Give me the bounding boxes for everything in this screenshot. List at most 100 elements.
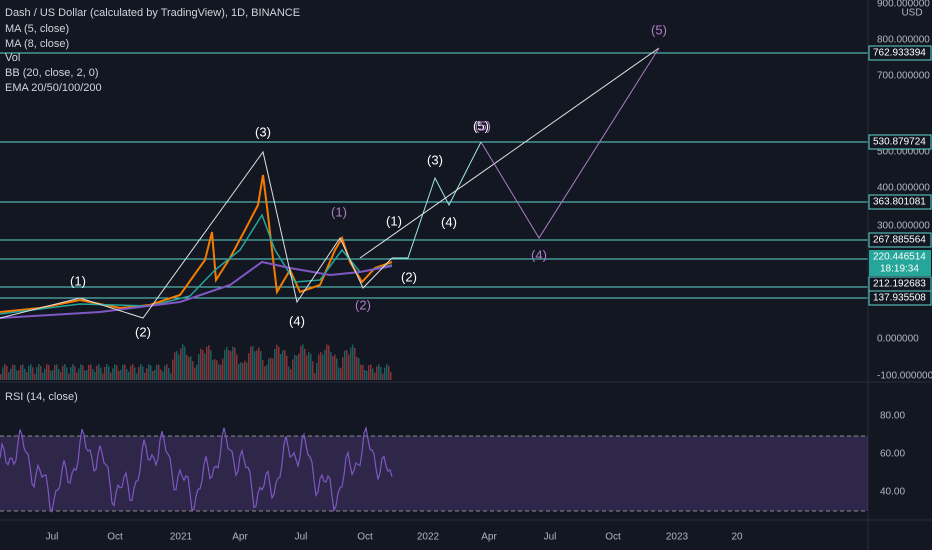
volume-bar: [162, 371, 164, 380]
volume-bar: [62, 365, 64, 380]
volume-bar: [186, 354, 188, 380]
rsi-title: RSI (14, close): [5, 391, 78, 403]
volume-bar: [246, 362, 248, 380]
volume-bar: [70, 367, 72, 380]
volume-bar: [286, 355, 288, 380]
volume-bar: [292, 359, 294, 380]
volume-bar: [44, 368, 46, 380]
time-axis: Jul Oct 2021 Apr Jul Oct 2022 Apr Jul Oct 2023 20: [46, 532, 743, 543]
volume-bar: [316, 362, 318, 380]
volume-bar: [244, 360, 246, 380]
volume-bar: [174, 352, 176, 380]
volume-bar: [306, 355, 308, 380]
wave-label: (1): [386, 213, 402, 228]
volume-bar: [380, 367, 382, 380]
time-label: Apr: [481, 532, 497, 543]
volume-bar: [360, 364, 362, 380]
level-label: 137.935508: [873, 293, 926, 304]
volume-bar: [310, 353, 312, 380]
volume-bar: [194, 367, 196, 380]
volume-bar: [280, 354, 282, 380]
volume-bar: [112, 368, 114, 380]
volume-bar: [274, 349, 276, 380]
volume-bar: [236, 354, 238, 380]
wave-label: (2): [355, 297, 371, 312]
volume-bar: [376, 366, 378, 380]
volume-bar: [20, 365, 22, 380]
rsi-label: 60.00: [880, 449, 905, 460]
volume-bar: [2, 367, 4, 380]
volume-bar: [334, 354, 336, 380]
volume-bar: [260, 350, 262, 380]
volume-bar: [318, 354, 320, 380]
volume-bar: [132, 364, 134, 380]
volume-bar: [232, 346, 234, 380]
rsi-line: [0, 425, 393, 514]
volume-bar: [370, 364, 372, 380]
volume-bar: [342, 357, 344, 380]
volume-bar: [294, 354, 296, 380]
price-box: [869, 250, 931, 276]
volume-bar: [138, 366, 140, 380]
volume-bar: [234, 347, 236, 380]
volume-bar: [322, 354, 324, 380]
level-box: [868, 45, 932, 61]
volume-bar: [116, 365, 118, 380]
volume: [0, 344, 392, 380]
volume-bar: [184, 346, 186, 380]
time-label: Jul: [46, 532, 59, 543]
volume-bar: [336, 358, 338, 380]
volume-bar: [242, 363, 244, 380]
price-label: 700.000000: [877, 71, 930, 82]
volume-bar: [332, 356, 334, 380]
time-label: Apr: [232, 532, 248, 543]
volume-bar: [108, 366, 110, 380]
level-label: 212.192683: [873, 279, 926, 290]
volume-bar: [124, 364, 126, 380]
time-label: 2021: [170, 532, 193, 543]
rsi-label: 40.00: [880, 487, 905, 498]
volume-bar: [382, 373, 384, 380]
volume-bar: [134, 367, 136, 380]
volume-bar: [34, 373, 36, 380]
volume-bar: [328, 345, 330, 380]
volume-bar: [76, 372, 78, 380]
wave-purple: [480, 47, 660, 239]
volume-bar: [208, 345, 210, 380]
volume-bar: [102, 373, 104, 380]
volume-bar: [272, 358, 274, 380]
wave-label: (1): [331, 204, 347, 219]
price-label: 0.000000: [877, 334, 919, 345]
volume-bar: [298, 353, 300, 380]
volume-bar: [220, 364, 222, 380]
volume-bar: [190, 356, 192, 380]
volume-bar: [296, 355, 298, 380]
volume-bar: [58, 368, 60, 380]
volume-bar: [106, 364, 108, 380]
volume-bar: [154, 369, 156, 380]
volume-bar: [64, 364, 66, 380]
level-box: [868, 290, 932, 306]
volume-bar: [92, 369, 94, 380]
time-label: Oct: [605, 532, 621, 543]
volume-bar: [0, 374, 2, 380]
volume-bar: [26, 372, 28, 380]
volume-bar: [198, 354, 200, 380]
currency: USD: [901, 8, 922, 19]
volume-bar: [218, 364, 220, 380]
volume-bar: [302, 344, 304, 380]
volume-bar: [122, 364, 124, 380]
volume-bar: [86, 370, 88, 380]
time-label: 2023: [666, 532, 689, 543]
indicator: Vol: [5, 52, 20, 64]
wave-label: (5): [473, 118, 489, 133]
volume-bar: [340, 368, 342, 380]
price-axis: 900.000000 800.000000 700.000000 500.000000…: [868, 0, 932, 498]
volume-bar: [288, 366, 290, 380]
volume-bar: [148, 364, 150, 380]
time-label: Oct: [357, 532, 373, 543]
current-price: 220.446514: [873, 252, 926, 263]
volume-bar: [338, 367, 340, 380]
time-label: Oct: [107, 532, 123, 543]
indicator: BB (20, close, 2, 0): [5, 67, 99, 79]
